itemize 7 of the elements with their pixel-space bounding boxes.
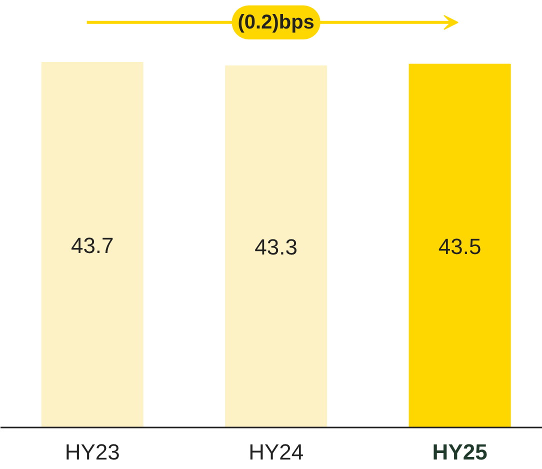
data-label: 43.5 xyxy=(438,234,482,259)
data-label: 43.3 xyxy=(254,234,298,260)
text: (0.2)bps xyxy=(238,11,314,34)
x-tick-label: HY25 xyxy=(432,440,488,465)
x-tick-label: HY23 xyxy=(64,440,120,465)
data-label: 43.7 xyxy=(70,233,114,258)
x-tick-label: HY24 xyxy=(248,440,304,465)
